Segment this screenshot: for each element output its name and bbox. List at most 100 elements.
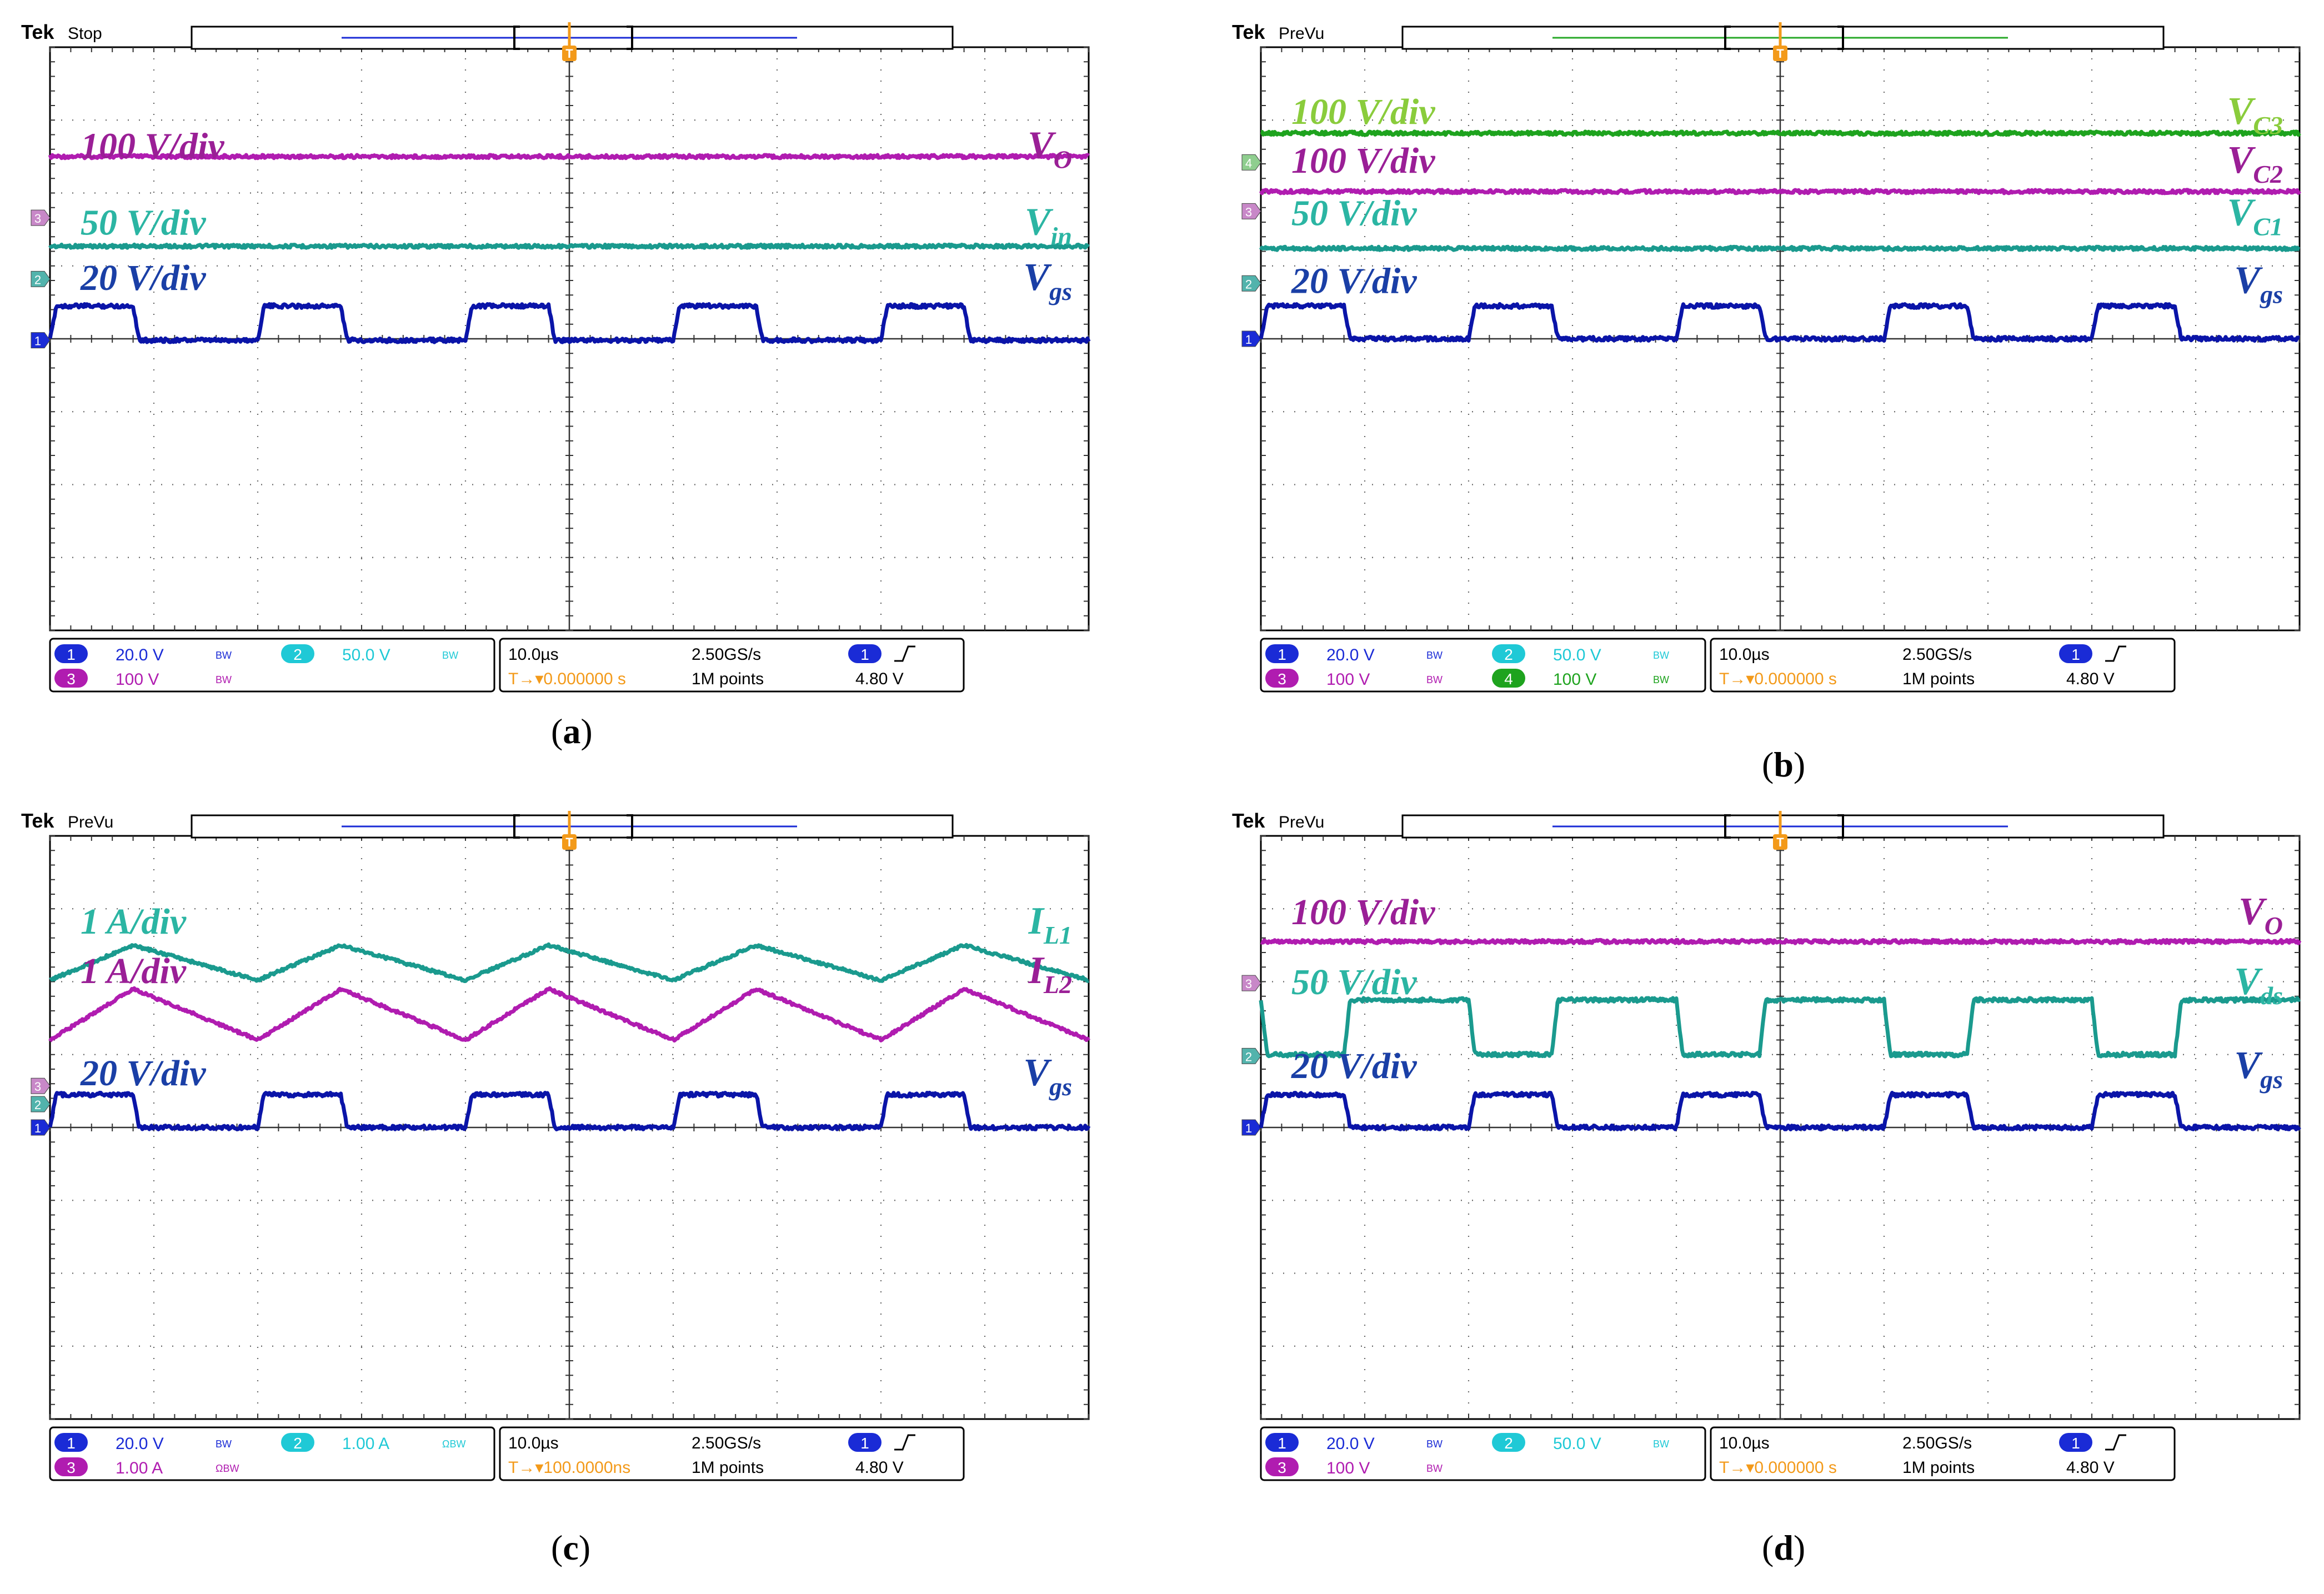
- signal-name-label: VC3: [2227, 90, 2283, 139]
- scope-panel-c: Tek PreVu T 3 2 1 1 A/div IL1 1 A/div IL2 20 V/div…: [17, 805, 1105, 1583]
- signal-symbol: V: [2227, 139, 2256, 182]
- signal-symbol: V: [1028, 124, 1056, 167]
- scale-annotation: 50 V/div: [1291, 193, 1417, 233]
- rising-edge-icon: [894, 645, 915, 662]
- signal-name-label: Vin: [1025, 200, 1072, 250]
- signal-name-label: VC2: [2227, 139, 2283, 188]
- brand-label: Tek: [1232, 809, 1265, 832]
- signal-symbol: I: [1028, 900, 1045, 943]
- readout-panel: 1 20.0 V BW 2 50.0 V BW 3 100 V BW 10.0µs T→▾0.000…: [1260, 1426, 2176, 1481]
- caption: (a): [551, 711, 593, 751]
- ground-marker-label: 3: [34, 1080, 41, 1094]
- timebase-readout-box: [1710, 638, 2176, 693]
- readout-panel: 1 20.0 V BW 2 50.0 V BW 3 100 V BW 4 100 V BW 10.0µs…: [1260, 638, 2176, 693]
- channel-badge: [1265, 1433, 1299, 1452]
- channel-number: 2: [1504, 1435, 1513, 1452]
- vertical-readout-box: [1260, 638, 1706, 693]
- ground-marker-icon: [31, 332, 51, 349]
- trigger-marker-label: T: [1776, 47, 1784, 61]
- ground-marker-icon: [1241, 203, 1261, 219]
- ground-marker-icon: [1241, 330, 1261, 347]
- channel-number: 3: [67, 670, 76, 688]
- waveform-i-l1: [49, 942, 1090, 983]
- record-length: 1M points: [1902, 670, 1975, 688]
- rising-edge-icon: [2105, 1434, 2126, 1451]
- view-window-bracket: [513, 26, 633, 50]
- channel-scale: 100 V: [1326, 1459, 1370, 1477]
- channel-scale: 20.0 V: [116, 646, 164, 664]
- signal-symbol: V: [1023, 1051, 1052, 1094]
- signal-name-label: Vgs: [2234, 1044, 2283, 1094]
- bandwidth-limit: BW: [216, 1438, 232, 1450]
- channel-badge: [281, 1433, 314, 1452]
- waveform-v-gs: [1259, 302, 2301, 343]
- signal-symbol: V: [2234, 1044, 2263, 1087]
- vertical-readout-box: [1260, 1426, 1706, 1481]
- sample-rate: 2.50GS/s: [1902, 645, 1972, 664]
- scale-annotation: 20 V/div: [1291, 1046, 1417, 1086]
- signal-symbol: V: [2227, 191, 2256, 234]
- channel-scale: 1.00 A: [342, 1435, 389, 1453]
- signal-symbol: V: [2238, 890, 2267, 933]
- acq-mode-label: PreVu: [1279, 24, 1324, 43]
- ground-markers: 4 3 2 1: [1241, 154, 1261, 347]
- channel-scale: 20.0 V: [1326, 646, 1375, 664]
- channel-scale: 50.0 V: [1553, 646, 1601, 664]
- trigger-channel-badge: [848, 1433, 881, 1452]
- channel-number: 2: [1504, 646, 1513, 663]
- signal-name-label: IL1: [1028, 900, 1072, 949]
- signal-name-label: VO: [1028, 124, 1072, 174]
- trigger-position: T→▾0.000000 s: [1719, 1458, 1837, 1477]
- channel-number: 3: [1278, 670, 1286, 688]
- signal-subscript: C1: [2253, 212, 2283, 240]
- waveform-v-o: [48, 153, 1090, 161]
- ground-marker-label: 1: [1245, 1121, 1252, 1135]
- bandwidth-limit: BW: [216, 674, 232, 685]
- channel-badge: [1492, 1433, 1525, 1452]
- acq-mode-label: Stop: [68, 24, 102, 43]
- channel-number: 1: [67, 646, 76, 663]
- brand-label: Tek: [1232, 21, 1265, 43]
- ground-marker-icon: [1241, 154, 1261, 171]
- scale-annotation: 20 V/div: [80, 258, 206, 298]
- rising-edge-icon: [894, 1434, 915, 1451]
- timebase-readout-box: [499, 638, 965, 693]
- waveform-v-gs: [48, 1090, 1091, 1131]
- trigger-level: 4.80 V: [2066, 670, 2115, 688]
- trigger-channel: 1: [860, 1435, 869, 1452]
- signal-name-label: IL2: [1028, 949, 1072, 999]
- signal-subscript: gs: [1049, 1072, 1072, 1101]
- channel-number: 2: [293, 646, 302, 663]
- sample-rate: 2.50GS/s: [692, 1434, 761, 1452]
- timebase-value: 10.0µs: [508, 645, 559, 664]
- ground-markers: 3 2 1: [1241, 975, 1261, 1136]
- channel-scale: 100 V: [1553, 670, 1596, 689]
- caption: (c): [551, 1528, 591, 1567]
- ground-marker-icon: [31, 270, 51, 287]
- signal-symbol: V: [2234, 259, 2263, 302]
- waveform-v-c2: [1259, 188, 2301, 196]
- trigger-marker-label: T: [1776, 835, 1784, 849]
- view-window-bracket: [1724, 814, 1844, 839]
- bandwidth-limit: BW: [1426, 1438, 1443, 1450]
- ground-marker-label: 1: [34, 334, 41, 348]
- acq-mode-label: PreVu: [1279, 813, 1324, 831]
- trigger-position: T→▾0.000000 s: [1719, 670, 1837, 688]
- ground-marker-label: 2: [34, 273, 41, 287]
- scope-panel-a: Tek Stop T 3 2 1 100 V/div VO 50 V/div Vin 20 V/di…: [17, 17, 1105, 794]
- bandwidth-limit: ΩBW: [442, 1438, 465, 1450]
- signal-subscript: C3: [2253, 111, 2283, 139]
- ground-marker-label: 3: [1245, 205, 1252, 219]
- channel-number: 3: [1278, 1459, 1286, 1476]
- rising-edge-icon: [2105, 645, 2126, 662]
- trigger-level: 4.80 V: [2066, 1458, 2115, 1477]
- sample-rate: 2.50GS/s: [1902, 1434, 1972, 1452]
- channel-badge: [1492, 644, 1525, 663]
- bandwidth-limit: BW: [216, 650, 232, 661]
- ground-marker-label: 2: [34, 1098, 41, 1112]
- waveform-v-c3: [1260, 129, 2301, 137]
